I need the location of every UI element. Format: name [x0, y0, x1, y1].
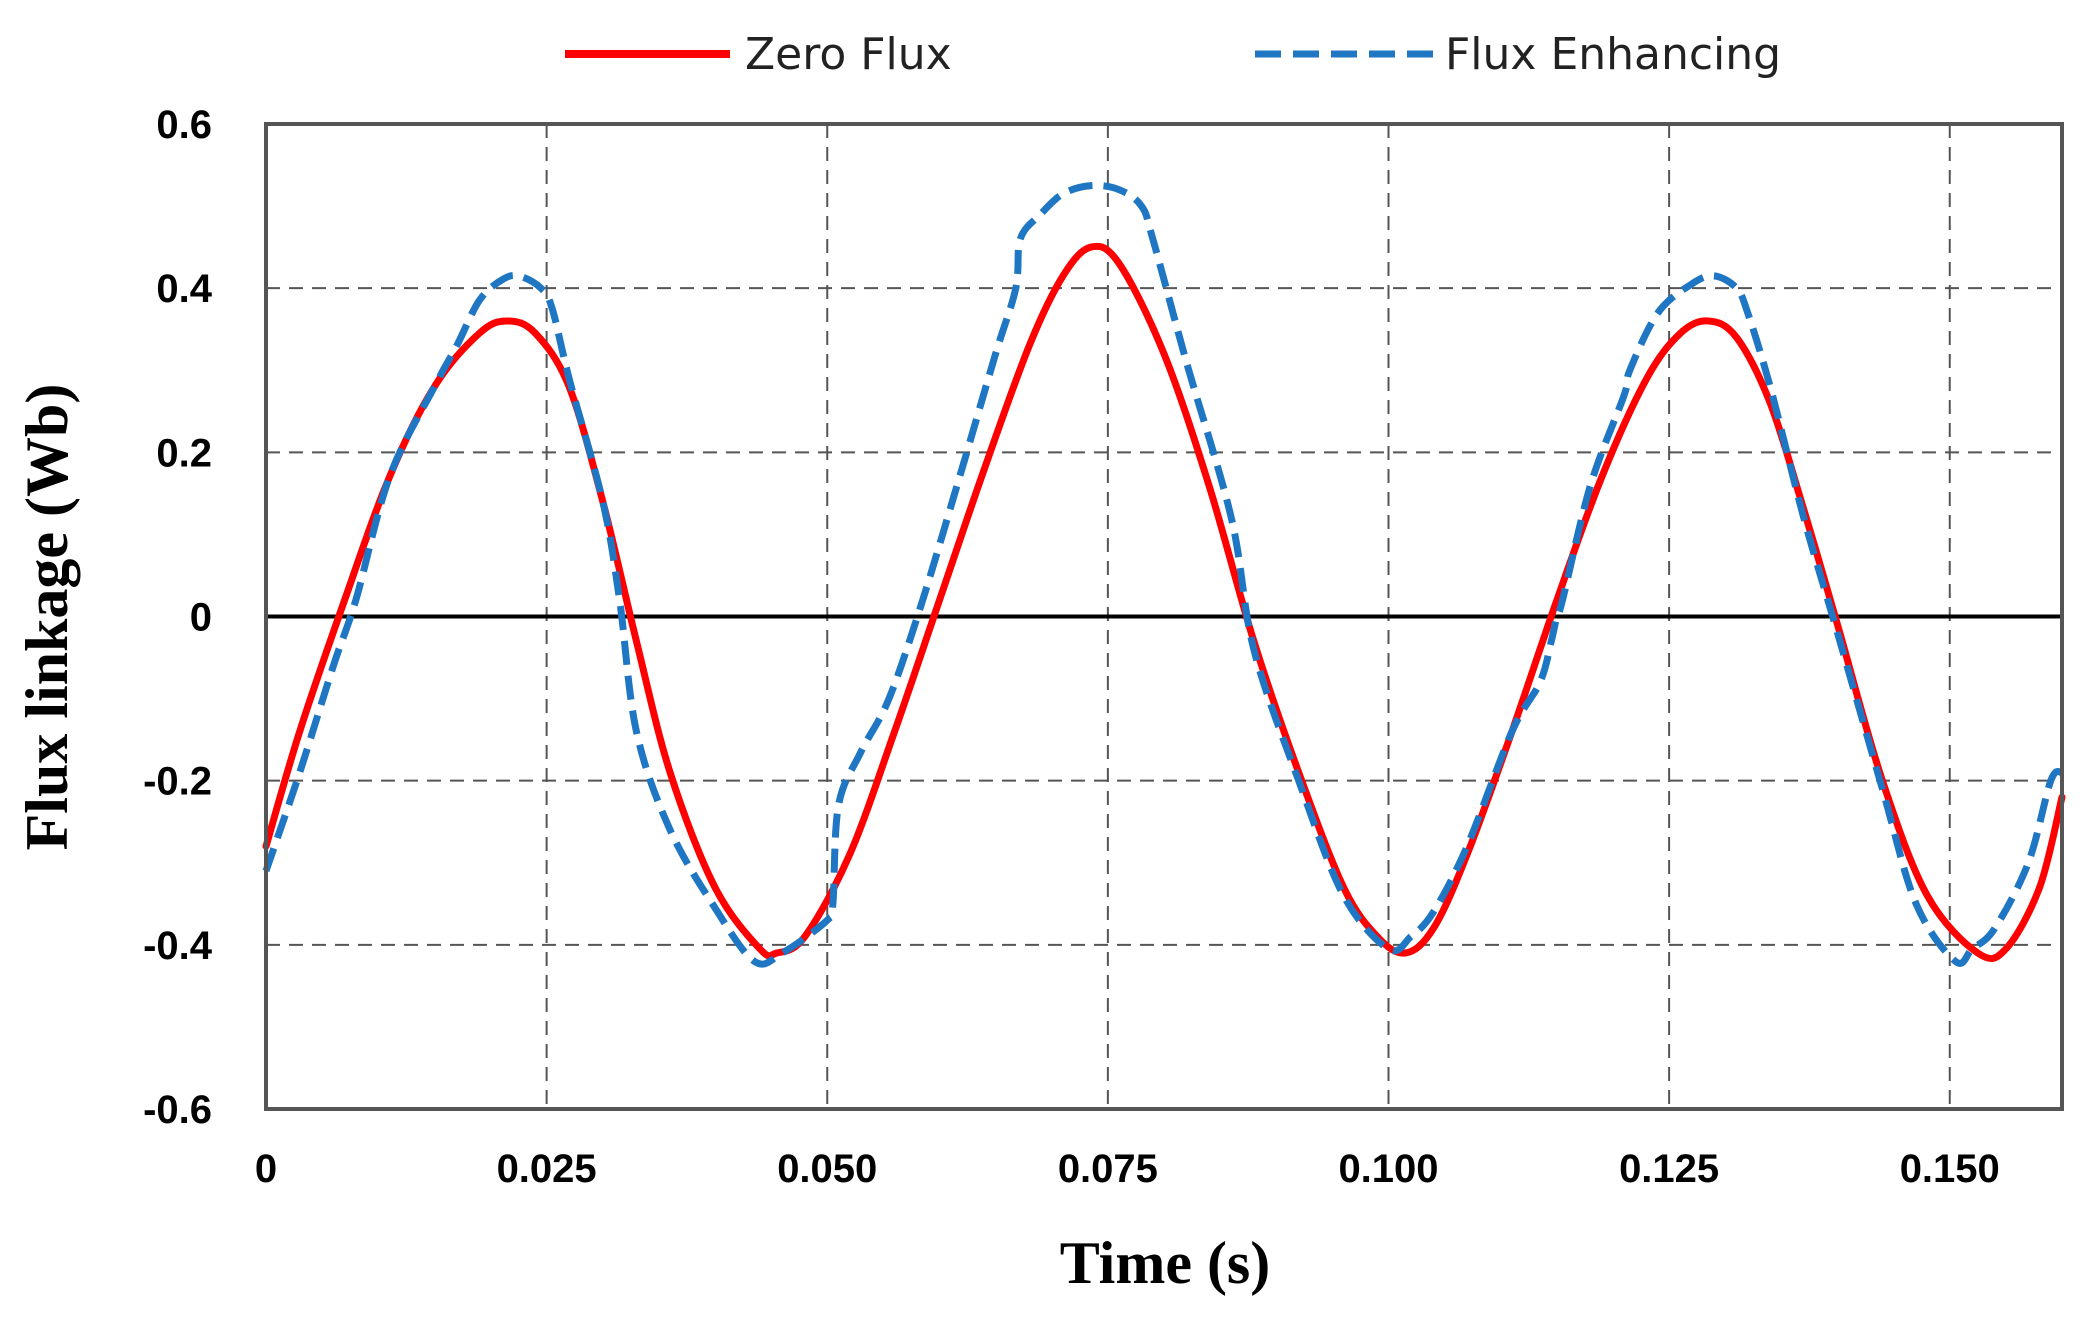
x-axis-ticks: 0 0.025 0.050 0.075 0.100 0.125 0.150: [255, 1147, 2000, 1191]
y-axis-ticks: 0.6 0.4 0.2 0 -0.2 -0.4 -0.6: [143, 103, 213, 1132]
series-line-flux-enhancing: [262, 181, 2064, 968]
y-tick-label: -0.4: [143, 924, 213, 968]
plot-area-frame: [264, 122, 2064, 1111]
legend: Zero Flux Flux Enhancing: [565, 29, 1781, 80]
y-tick-label: -0.2: [143, 760, 212, 804]
series-layer: [262, 181, 2066, 968]
y-tick-label: 0.6: [156, 103, 212, 147]
y-tick-label: -0.6: [143, 1088, 212, 1132]
x-tick-label: 0: [255, 1147, 277, 1191]
y-axis-label: Flux linkage (Wb): [14, 384, 80, 851]
x-axis-label: Time (s): [1060, 1230, 1271, 1296]
y-tick-label: 0.4: [156, 267, 212, 311]
x-tick-label: 0.125: [1619, 1147, 1719, 1191]
x-tick-label: 0.050: [777, 1147, 877, 1191]
legend-label-zero-flux: Zero Flux: [745, 29, 952, 80]
x-tick-label: 0.100: [1338, 1147, 1438, 1191]
x-tick-label: 0.025: [497, 1147, 597, 1191]
x-tick-label: 0.150: [1900, 1147, 2000, 1191]
legend-label-flux-enhancing: Flux Enhancing: [1445, 29, 1781, 80]
series-line-zero-flux: [262, 242, 2066, 963]
y-tick-label: 0.2: [156, 431, 212, 475]
y-tick-label: 0: [190, 596, 212, 640]
x-tick-label: 0.075: [1058, 1147, 1158, 1191]
